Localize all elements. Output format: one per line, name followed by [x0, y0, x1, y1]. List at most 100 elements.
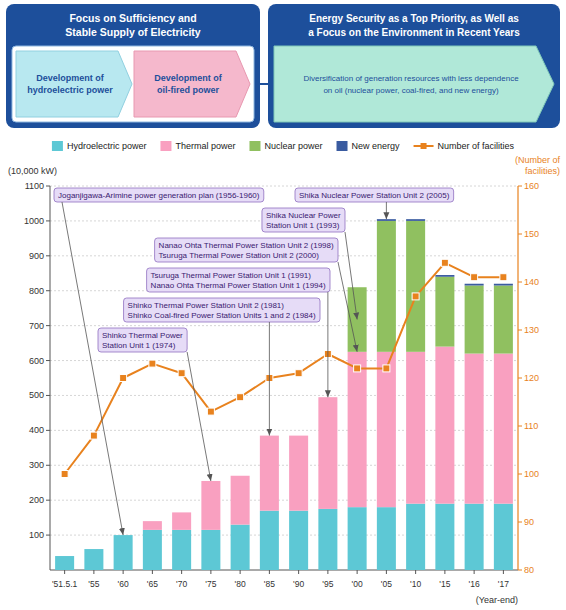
- annotation-arrow: [187, 352, 211, 481]
- header-arrow-text: Diversification of generation resources …: [303, 74, 519, 95]
- y2-tick-label: 100: [524, 469, 539, 479]
- text-line: Shika Nuclear Power Station Unit 2 (2005…: [299, 191, 450, 200]
- line-marker: [383, 365, 390, 372]
- annotation-text: Nanao Ohta Thermal Power Station Unit 2 …: [159, 241, 334, 260]
- x-tick-label: '75: [205, 579, 216, 589]
- bar-segment: [55, 556, 74, 557]
- y-tick-label: 1100: [25, 181, 44, 191]
- y-tick: [46, 430, 50, 431]
- text-line: Tsuruga Thermal Power Station Unit 2 (20…: [159, 251, 320, 260]
- x-axis-label: (Year-end): [476, 595, 518, 605]
- bar-segment: [348, 507, 367, 570]
- y-tick: [46, 220, 50, 221]
- x-tick-label: '85: [264, 579, 275, 589]
- bar-segment: [231, 525, 250, 570]
- x-tick-label: '55: [88, 579, 99, 589]
- header-title: Energy Security as a Top Priority, as We…: [308, 13, 520, 38]
- x-tick: [152, 570, 153, 574]
- line-marker: [207, 408, 214, 415]
- y-tick: [46, 360, 50, 361]
- x-tick: [503, 570, 504, 574]
- y-axis-label: (10,000 kW): [8, 166, 57, 176]
- y-tick: [46, 325, 50, 326]
- x-tick-label: '51.5.1: [52, 579, 78, 589]
- y-tick: [46, 186, 50, 187]
- bar-segment: [289, 435, 308, 436]
- x-tick: [386, 570, 387, 574]
- bar-segment: [84, 549, 103, 570]
- bar-segment: [318, 397, 337, 509]
- line-marker: [412, 293, 419, 300]
- text-line: Nanao Ohta Thermal Power Station Unit 2 …: [159, 241, 334, 250]
- line-marker: [149, 360, 156, 367]
- x-tick: [64, 570, 65, 574]
- y-tick: [46, 500, 50, 501]
- text-line: Diversification of generation resources …: [303, 74, 519, 83]
- legend-item: New energy: [337, 141, 401, 151]
- chart: Focus on Sufficiency andStable Supply of…: [0, 0, 566, 610]
- text-line: facilities): [525, 166, 560, 176]
- grid-line: [50, 186, 518, 187]
- header-box: [268, 4, 560, 128]
- bar-segment: [289, 435, 308, 436]
- bar-segment: [377, 352, 396, 507]
- y2-axis-label: (Number offacilities): [515, 155, 561, 176]
- x-tick: [181, 570, 182, 574]
- bar-segment: [348, 352, 367, 507]
- y-tick: [46, 290, 50, 291]
- bar-segment: [435, 347, 454, 504]
- legend-key: [249, 141, 260, 151]
- y-tick-label: 100: [29, 530, 44, 540]
- annotation-box: [124, 298, 320, 322]
- text-line: Energy Security as a Top Priority, as We…: [309, 13, 519, 24]
- bar-segment: [377, 219, 396, 221]
- text-line: Nanao Ohta Thermal Power Station Unit 1 …: [151, 281, 326, 290]
- bar-segment: [260, 511, 279, 570]
- bar-segment: [406, 221, 425, 352]
- line-marker: [61, 471, 68, 478]
- y-tick-label: 1000: [24, 216, 44, 226]
- bar-segment: [289, 436, 308, 511]
- x-tick-label: '95: [322, 579, 333, 589]
- bar-segment: [114, 535, 133, 570]
- annotation-text: Joganjigawa-Arimine power generation pla…: [58, 191, 260, 200]
- bar-segment: [494, 284, 513, 286]
- annotation-arrow: [269, 322, 270, 436]
- x-tick: [357, 570, 358, 574]
- legend: Hydroelectric powerThermal powerNuclear …: [52, 141, 515, 151]
- bar-segment: [84, 549, 103, 550]
- y-tick: [46, 465, 50, 466]
- bar-segment: [406, 219, 425, 221]
- x-tick: [269, 570, 270, 574]
- bar-segment: [435, 275, 454, 277]
- y-tick-label: 200: [29, 495, 44, 505]
- bar-segment: [201, 481, 220, 530]
- annotation: Shinko Thermal PowerStation Unit 1 (1974…: [98, 328, 211, 481]
- bar-segment: [55, 556, 74, 557]
- bar-segment: [231, 475, 250, 476]
- legend-key-marker: [421, 143, 427, 149]
- annotation-arrow: [345, 232, 357, 320]
- legend-key: [337, 141, 348, 151]
- x-tick: [240, 570, 241, 574]
- x-tick: [415, 570, 416, 574]
- text-line: Shinko Thermal Power: [102, 331, 183, 340]
- annotation-arrow: [338, 262, 357, 352]
- bar-segment: [143, 521, 162, 530]
- header-title: Focus on Sufficiency andStable Supply of…: [65, 12, 201, 38]
- y-tick-label: 900: [29, 251, 44, 261]
- y2-tick-label: 120: [524, 373, 539, 383]
- x-tick-label: '80: [235, 579, 246, 589]
- bar-segment: [494, 285, 513, 353]
- x-tick-label: '17: [498, 579, 509, 589]
- bar-segment: [406, 504, 425, 570]
- annotation-box: [262, 208, 345, 232]
- annotation: Shinko Thermal Power Station Unit 2 (198…: [124, 298, 320, 436]
- header-arrow: [16, 51, 132, 117]
- legend-key: [52, 141, 63, 151]
- bar-segment: [201, 530, 220, 570]
- legend-item: Hydroelectric power: [52, 141, 147, 151]
- x-tick: [327, 570, 328, 574]
- x-tick-label: '00: [352, 579, 363, 589]
- annotation-box: [295, 188, 454, 202]
